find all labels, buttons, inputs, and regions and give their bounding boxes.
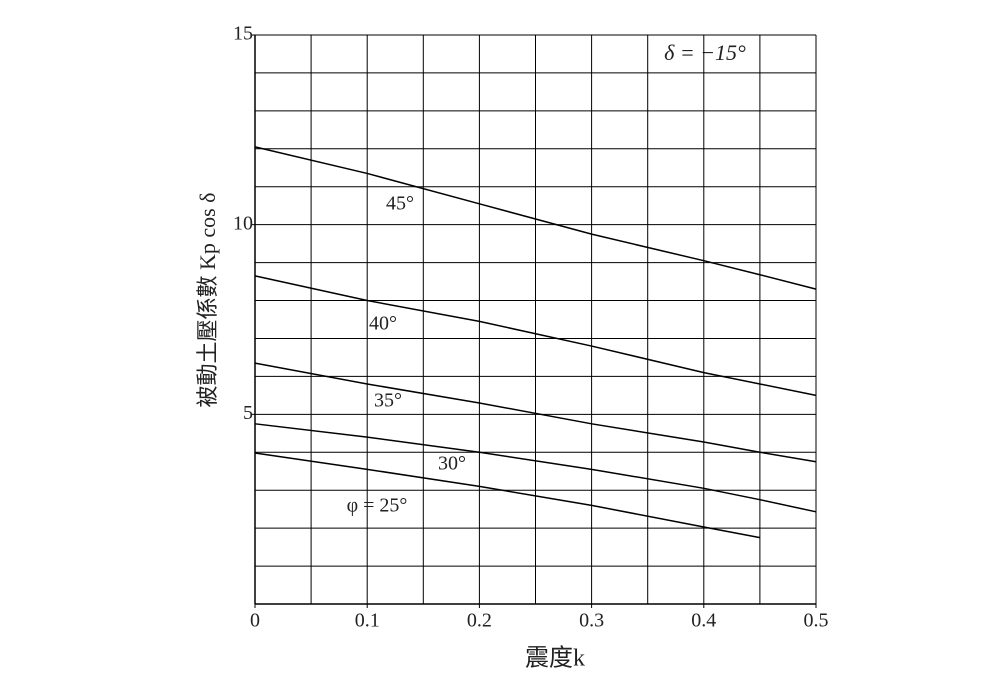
y-axis-label: 被動土壓係數 Kp cos δ [195,192,220,407]
curve [254,452,761,539]
curve-label: 35° [374,390,402,412]
x-tick-label: 0.3 [579,610,604,632]
curve-label: φ = 25° [347,495,408,517]
x-tick-label: 0.5 [804,610,829,632]
x-axis-label: 震度k [525,645,585,672]
curve-label: 40° [369,313,397,335]
curve [254,362,817,463]
x-tick-label: 0.1 [355,610,380,632]
x-tick-label: 0.2 [467,610,492,632]
curve [254,423,817,513]
curve [254,146,817,290]
x-tick-label: 0.4 [691,610,716,632]
annotation: δ = −15° [664,40,746,65]
x-tick-label: 0 [250,610,260,632]
y-tick-label: 5 [243,402,253,424]
curve [254,275,817,397]
y-tick-label: 15 [233,23,253,45]
curve-label: 30° [438,453,466,475]
curve-label: 45° [386,193,414,215]
y-tick-label: 10 [233,212,253,234]
